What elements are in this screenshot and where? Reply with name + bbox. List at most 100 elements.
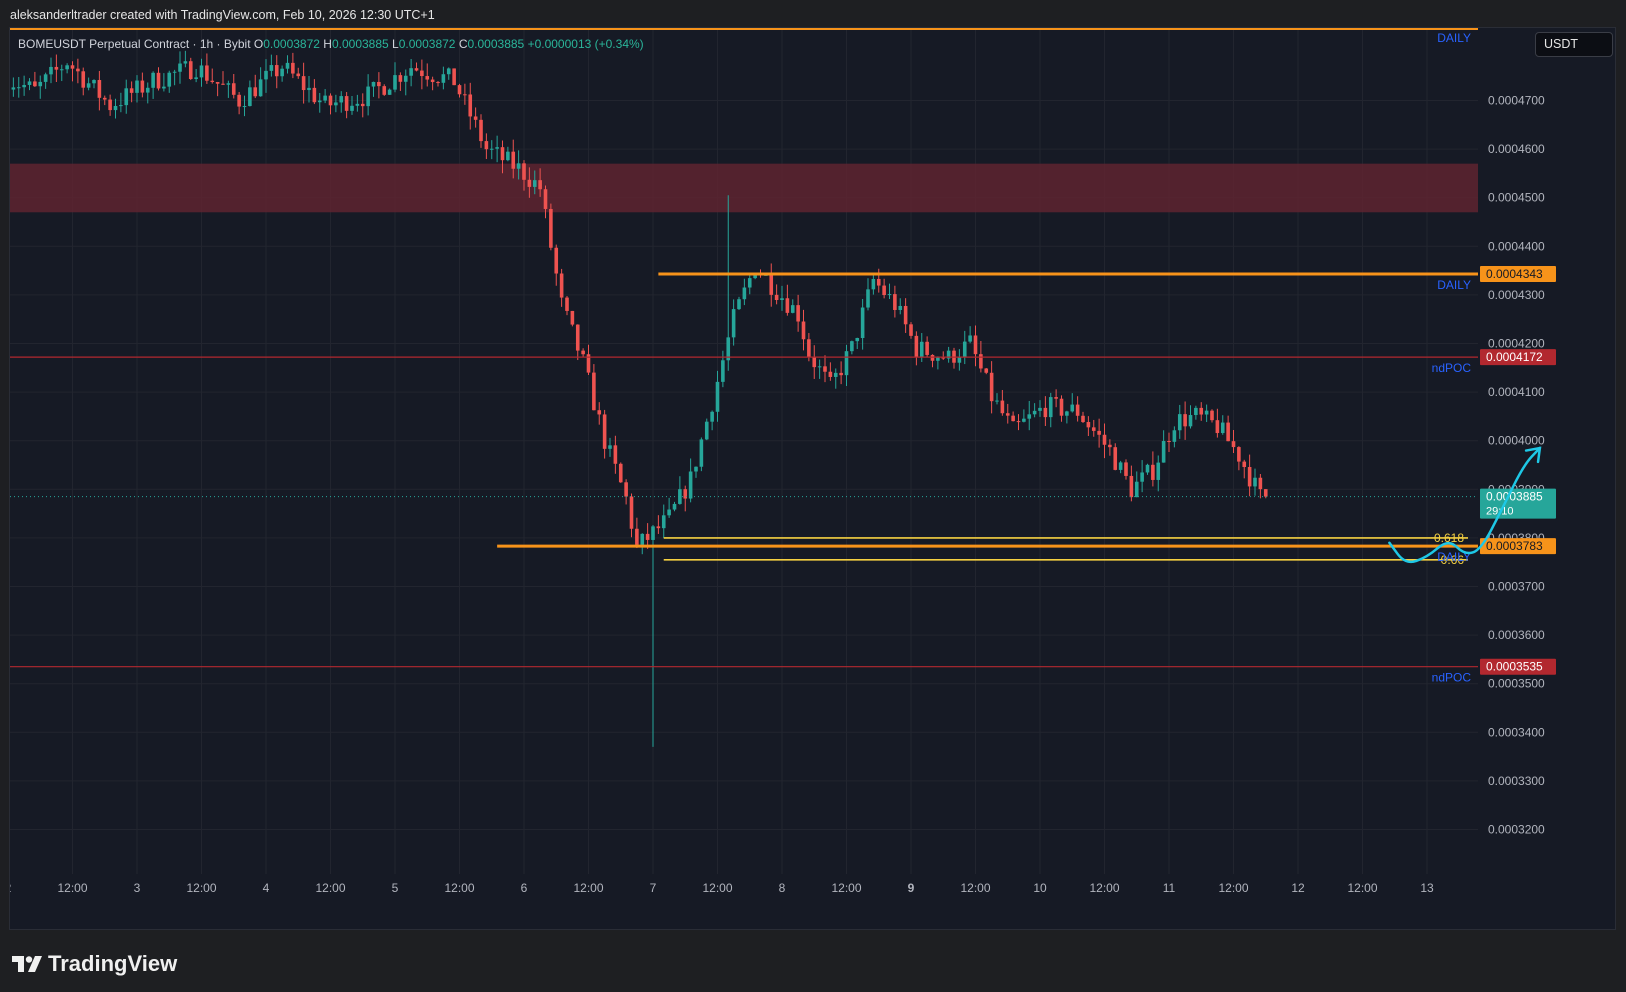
candle-body[interactable]	[645, 533, 650, 540]
candle-body[interactable]	[81, 71, 86, 88]
candle-body[interactable]	[1097, 430, 1101, 435]
candle-body[interactable]	[1134, 481, 1139, 498]
candle-body[interactable]	[984, 368, 989, 373]
candle-body[interactable]	[565, 297, 569, 311]
candle-body[interactable]	[801, 321, 806, 340]
candle-body[interactable]	[479, 119, 483, 142]
candle-body[interactable]	[968, 335, 972, 342]
candle-body[interactable]	[946, 350, 951, 359]
candle-body[interactable]	[1038, 407, 1042, 411]
candle-body[interactable]	[425, 76, 430, 80]
candle-body[interactable]	[640, 533, 645, 545]
candle-body[interactable]	[1129, 475, 1134, 498]
candle-body[interactable]	[113, 105, 118, 111]
candle-body[interactable]	[812, 357, 817, 368]
candle-body[interactable]	[280, 68, 284, 77]
candle-body[interactable]	[1167, 441, 1171, 443]
candle-body[interactable]	[468, 94, 473, 117]
candle-body[interactable]	[1022, 418, 1026, 422]
candle-body[interactable]	[635, 528, 639, 545]
candle-body[interactable]	[500, 147, 505, 161]
candle-body[interactable]	[27, 81, 32, 85]
candle-body[interactable]	[624, 482, 628, 497]
candle-body[interactable]	[167, 72, 172, 87]
candle-body[interactable]	[1124, 462, 1128, 476]
candle-body[interactable]	[683, 489, 688, 499]
candle-body[interactable]	[780, 298, 784, 301]
candle-body[interactable]	[742, 287, 747, 300]
candle-body[interactable]	[183, 61, 188, 64]
candle-body[interactable]	[371, 81, 376, 87]
candle-body[interactable]	[1091, 427, 1096, 431]
candle-body[interactable]	[274, 65, 279, 77]
candle-body[interactable]	[33, 81, 37, 87]
candle-body[interactable]	[377, 81, 381, 87]
candle-body[interactable]	[925, 341, 929, 355]
candle-body[interactable]	[1177, 414, 1182, 431]
candle-body[interactable]	[108, 99, 112, 111]
candle-body[interactable]	[941, 357, 946, 359]
candle-body[interactable]	[1199, 407, 1204, 415]
candle-body[interactable]	[828, 371, 833, 377]
candle-body[interactable]	[221, 83, 225, 85]
candle-body[interactable]	[1226, 422, 1230, 442]
candle-body[interactable]	[495, 147, 499, 149]
candle-body[interactable]	[839, 372, 843, 376]
candle-body[interactable]	[135, 80, 139, 93]
candle-body[interactable]	[1065, 411, 1069, 416]
candle-body[interactable]	[930, 354, 935, 361]
candle-body[interactable]	[452, 68, 456, 86]
candle-body[interactable]	[737, 299, 741, 310]
candle-body[interactable]	[1210, 410, 1214, 421]
candle-body[interactable]	[1059, 398, 1064, 416]
candle-body[interactable]	[704, 421, 709, 440]
candle-body[interactable]	[1108, 444, 1112, 448]
candle-body[interactable]	[1231, 441, 1236, 448]
candle-body[interactable]	[1054, 397, 1058, 399]
candle-body[interactable]	[1000, 400, 1005, 414]
candle-body[interactable]	[554, 247, 559, 274]
candle-body[interactable]	[366, 86, 370, 107]
candle-body[interactable]	[172, 71, 177, 73]
candle-body[interactable]	[957, 357, 962, 363]
candle-body[interactable]	[592, 372, 596, 411]
tradingview-logo[interactable]: TradingView	[12, 951, 177, 977]
candle-body[interactable]	[296, 73, 301, 77]
candle-body[interactable]	[140, 80, 145, 93]
candle-body[interactable]	[1220, 422, 1225, 434]
candle-body[interactable]	[1005, 413, 1010, 416]
candle-body[interactable]	[559, 273, 564, 298]
candle-body[interactable]	[688, 471, 693, 499]
candle-body[interactable]	[307, 87, 311, 91]
candle-body[interactable]	[1032, 410, 1037, 415]
candle-body[interactable]	[269, 65, 274, 71]
candle-body[interactable]	[258, 79, 263, 97]
candle-body[interactable]	[119, 105, 123, 107]
supply-zone[interactable]	[10, 163, 1478, 213]
candle-body[interactable]	[484, 141, 489, 150]
candle-body[interactable]	[543, 189, 548, 209]
candle-body[interactable]	[393, 75, 397, 90]
candle-body[interactable]	[339, 96, 344, 103]
candle-body[interactable]	[446, 68, 451, 75]
candle-body[interactable]	[1145, 464, 1150, 473]
candle-body[interactable]	[436, 82, 440, 84]
candle-body[interactable]	[618, 463, 623, 483]
candle-body[interactable]	[1156, 462, 1161, 480]
candle-body[interactable]	[903, 305, 908, 325]
candle-body[interactable]	[285, 62, 290, 69]
candle-body[interactable]	[796, 305, 800, 322]
candle-body[interactable]	[145, 87, 150, 93]
candle-body[interactable]	[516, 163, 521, 169]
candle-body[interactable]	[248, 87, 252, 107]
projection-path[interactable]	[1388, 446, 1542, 564]
candle-body[interactable]	[887, 294, 892, 296]
candle-body[interactable]	[1215, 420, 1220, 434]
candle-body[interactable]	[22, 84, 26, 88]
candle-body[interactable]	[210, 80, 215, 82]
candle-body[interactable]	[532, 180, 537, 187]
candle-body[interactable]	[909, 324, 913, 336]
candle-body[interactable]	[774, 294, 779, 301]
candle-body[interactable]	[86, 83, 91, 88]
candle-body[interactable]	[97, 80, 102, 98]
